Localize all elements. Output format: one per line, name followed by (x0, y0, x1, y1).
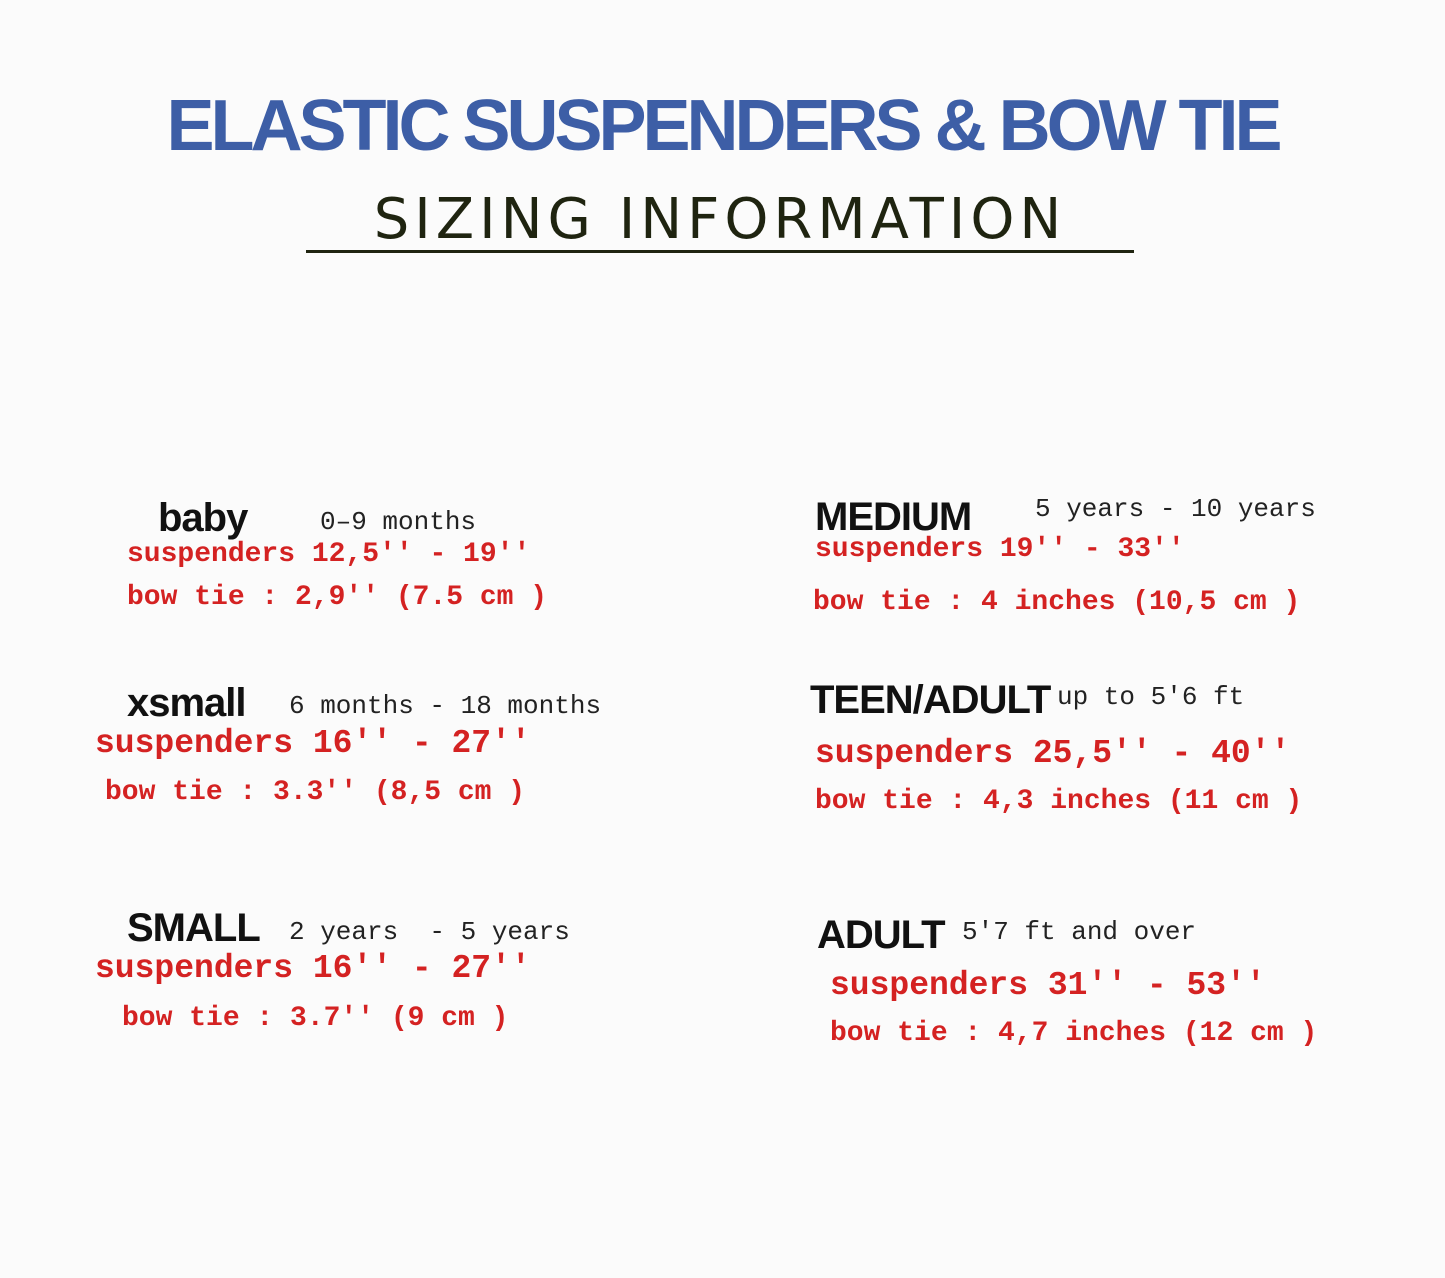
size-range-small: 2 years - 5 years (289, 917, 570, 947)
bow-tie-teen-adult: bow tie : 4,3 inches (11 cm ) (815, 786, 1303, 817)
size-name-xsmall: xsmall (127, 681, 247, 725)
page-title: ELASTIC SUSPENDERS & BOW TIE (166, 86, 1282, 166)
size-name-small: SMALL (127, 906, 261, 950)
suspenders-xsmall: suspenders 16'' - 27'' (95, 725, 531, 762)
size-range-baby: 0–9 months (320, 507, 477, 537)
page-subtitle: SIZING INFORMATION (306, 192, 1134, 253)
size-range-medium: 5 years - 10 years (1035, 494, 1316, 524)
suspenders-small: suspenders 16'' - 27'' (95, 950, 531, 987)
bow-tie-medium: bow tie : 4 inches (10,5 cm ) (813, 587, 1301, 618)
size-name-baby: baby (158, 496, 248, 540)
bow-tie-xsmall: bow tie : 3.3'' (8,5 cm ) (105, 777, 526, 808)
suspenders-adult: suspenders 31'' - 53'' (830, 967, 1266, 1004)
suspenders-teen-adult: suspenders 25,5'' - 40'' (815, 735, 1291, 772)
suspenders-baby: suspenders 12,5'' - 19'' (127, 539, 531, 570)
bow-tie-adult: bow tie : 4,7 inches (12 cm ) (830, 1018, 1318, 1049)
bow-tie-small: bow tie : 3.7'' (9 cm ) (122, 1003, 509, 1034)
size-name-teen-adult: TEEN/ADULT (810, 678, 1051, 722)
size-name-adult: ADULT (817, 913, 946, 957)
suspenders-medium: suspenders 19'' - 33'' (815, 534, 1185, 565)
size-range-xsmall: 6 months - 18 months (289, 691, 602, 721)
size-range-teen-adult: up to 5'6 ft (1057, 682, 1245, 712)
size-range-adult: 5'7 ft and over (962, 917, 1197, 947)
size-name-medium: MEDIUM (815, 495, 972, 539)
bow-tie-baby: bow tie : 2,9'' (7.5 cm ) (127, 582, 548, 613)
